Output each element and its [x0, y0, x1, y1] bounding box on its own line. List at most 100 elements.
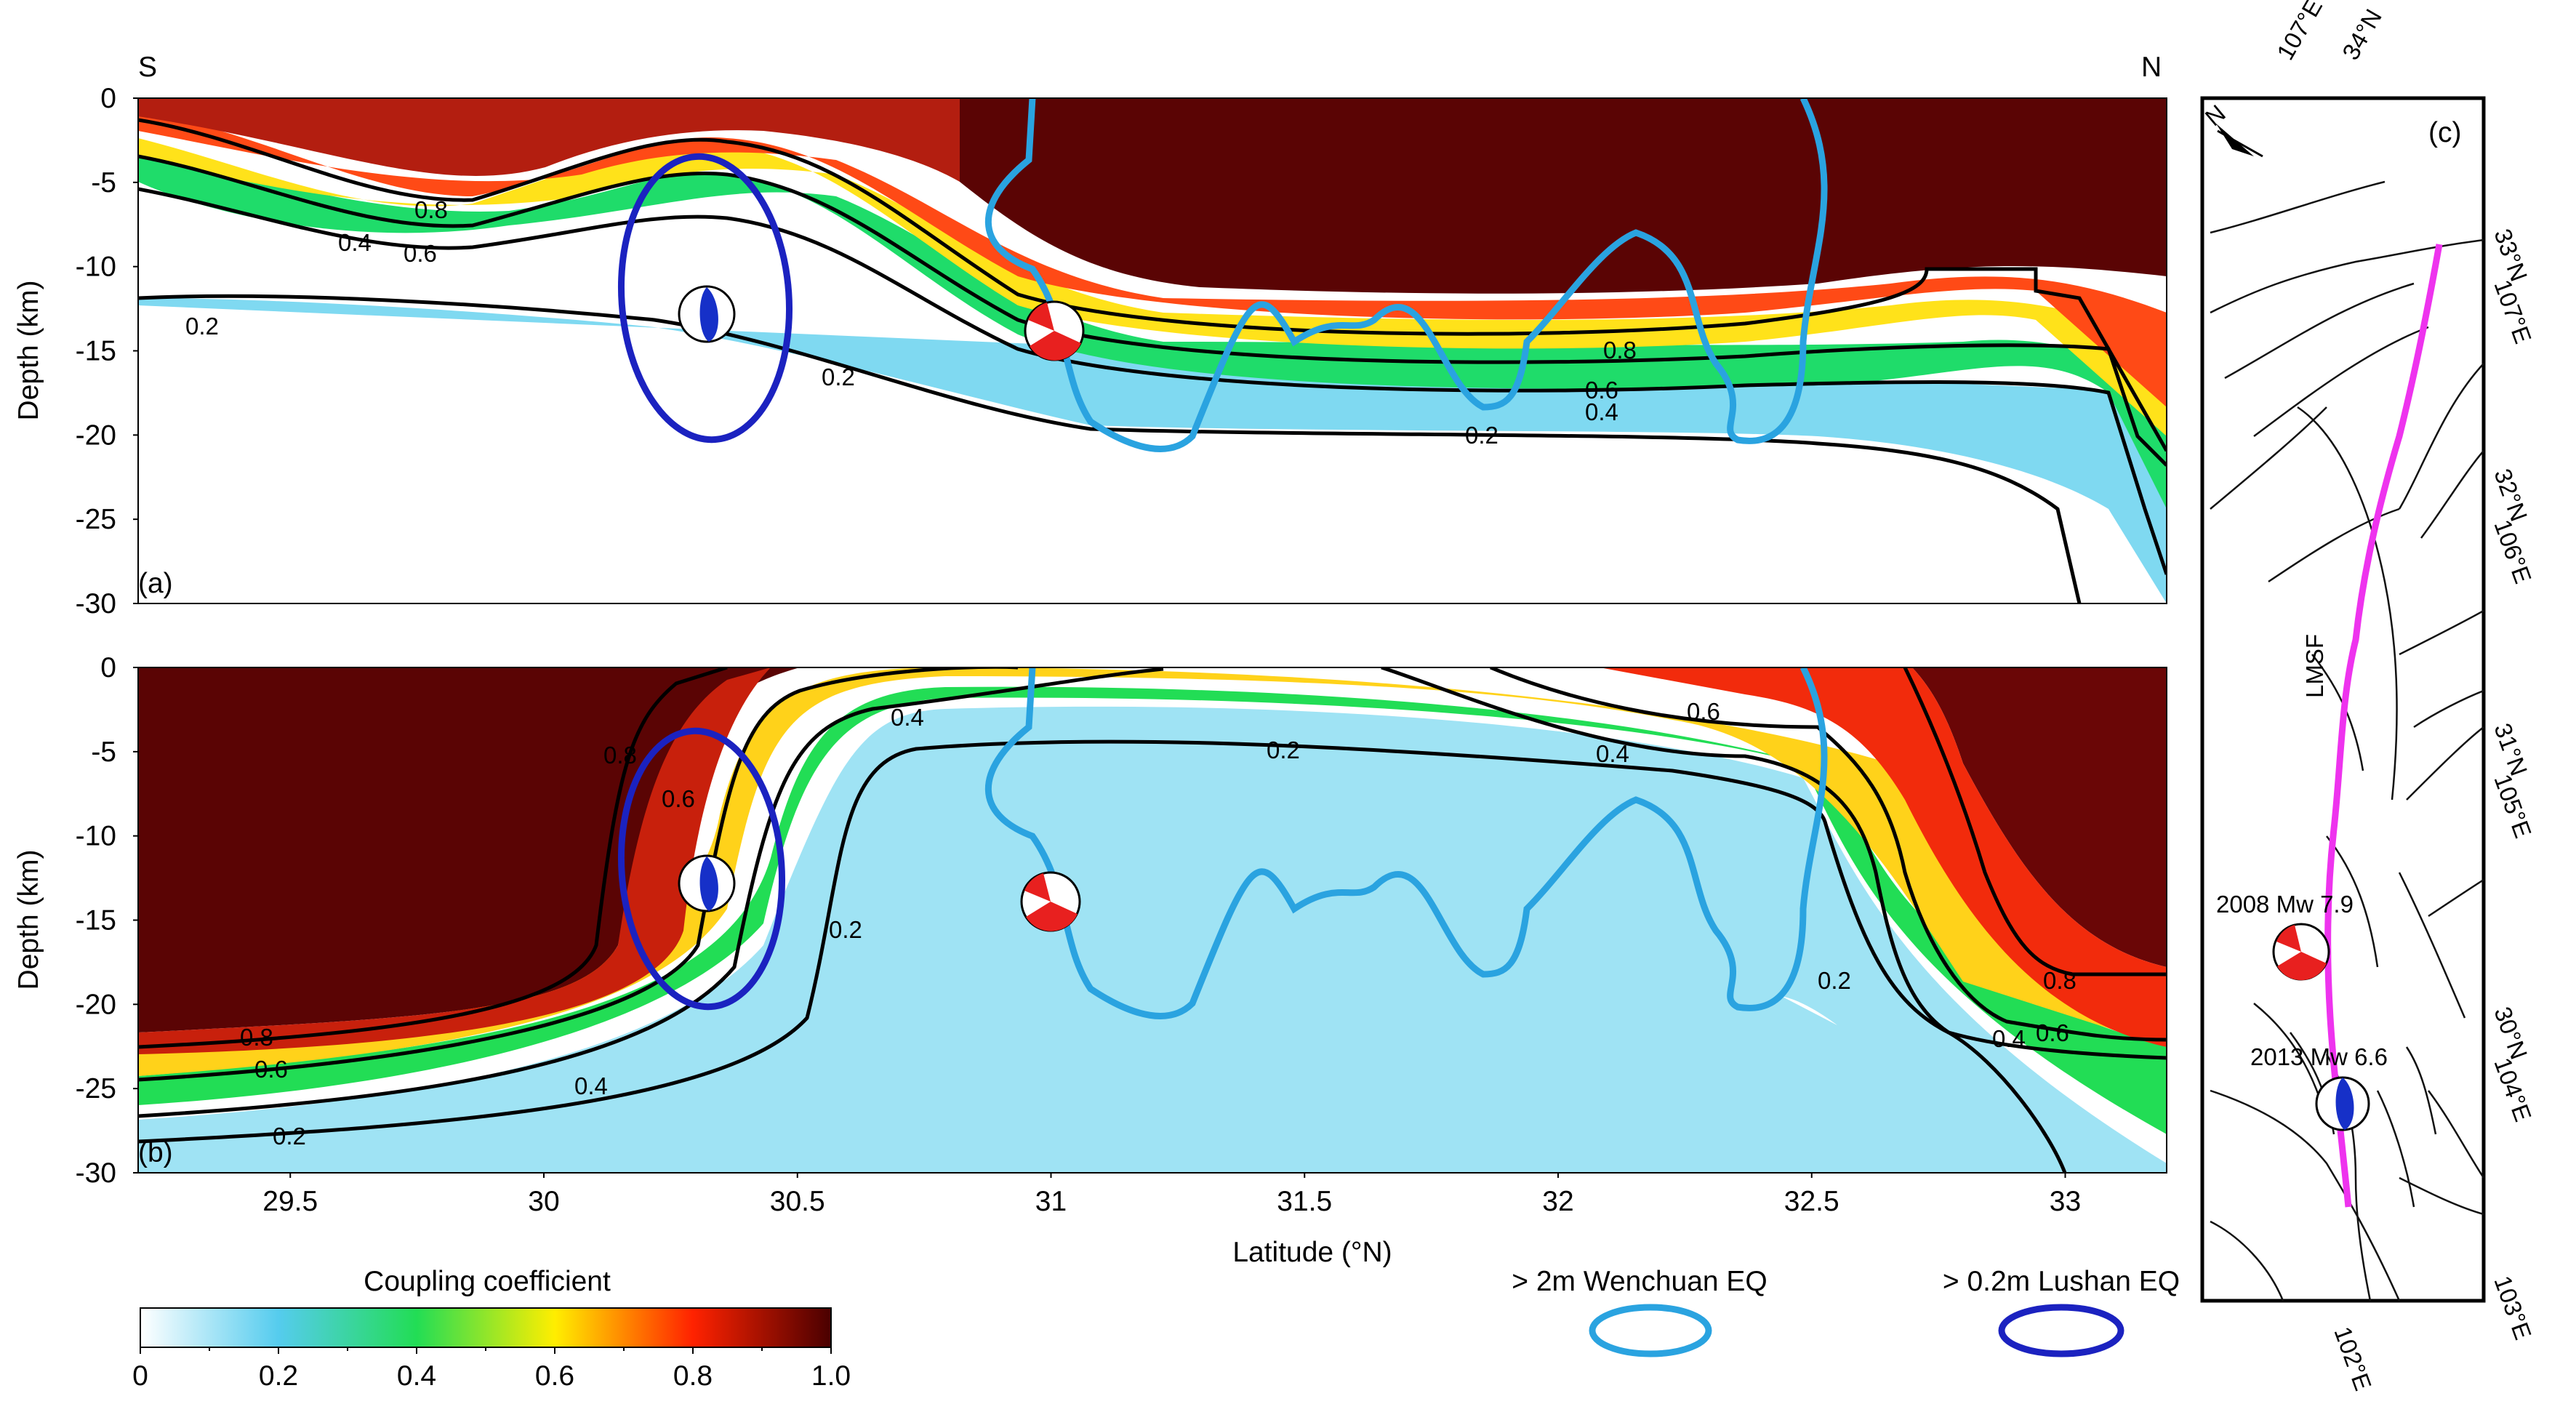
- panel-a-contour-0.4: [138, 187, 2167, 575]
- panel-a-ytick-label: -30: [76, 588, 116, 619]
- panel-b-xlabel: Latitude (°N): [1232, 1237, 1392, 1268]
- panel-b-beachball-2008: [1020, 871, 1081, 932]
- panel-b-ytick-label: -15: [76, 905, 116, 936]
- panel-b-label-0.8: 0.8: [240, 1024, 273, 1051]
- map-right-label: 103°E: [2489, 1272, 2537, 1343]
- panel-a-contour-0.8: [138, 118, 2167, 452]
- panel-b-band-dark-left: [138, 667, 800, 1032]
- legend-lushan-label: > 0.2m Lushan EQ: [1943, 1266, 2180, 1297]
- panel-a-label: (a): [138, 568, 173, 599]
- panel-a-contour-0.2: [138, 294, 2082, 603]
- panel-a-label-0.6b: 0.6: [1585, 377, 1618, 404]
- panel-a-label-0.2c: 0.2: [1465, 422, 1498, 449]
- panel-b-label-0.8-right: 0.8: [2043, 967, 2077, 994]
- panel-b-label-0.2-right: 0.2: [1818, 967, 1851, 994]
- panel-b-beachball-2013: [678, 854, 736, 912]
- colorbar-tick-label: 0.4: [397, 1360, 436, 1392]
- panel-a-beachball-2008: [1024, 300, 1085, 361]
- panel-a-label-0.2b: 0.2: [822, 364, 855, 390]
- panel-b-label-0.6: 0.6: [254, 1056, 288, 1083]
- panel-a-coupling-map: 0.8 0.6 0.4 0.2 0.2 0.2 0.4 0.6 0.8 (: [13, 52, 2167, 619]
- map-right-label: 107°E: [2489, 276, 2537, 347]
- panel-b-label-0.4: 0.4: [574, 1072, 608, 1099]
- colorbar-title: Coupling coefficient: [364, 1266, 611, 1297]
- map-right-label: 104°E: [2489, 1054, 2537, 1125]
- panel-b-lushan-outline: [617, 727, 786, 1011]
- map-right-label: 32°N: [2489, 465, 2532, 525]
- north-label: N: [2141, 52, 2162, 83]
- colorbar-tick-label: 0.8: [673, 1360, 713, 1392]
- colorbar-tick-label: 0.6: [535, 1360, 574, 1392]
- legend: > 2m Wenchuan EQ > 0.2m Lushan EQ: [1512, 1266, 2180, 1357]
- panel-a-contours: [138, 118, 2167, 603]
- map-top-label: 107°E: [2271, 0, 2327, 64]
- panel-b-band-dark-right: [1912, 667, 2167, 967]
- colorbar-ticks: 0 0.2 0.4 0.6 0.8 1.0: [132, 1347, 851, 1392]
- panel-a-ytick-label: -10: [76, 252, 116, 283]
- panel-b-xtick-label: 33: [2050, 1186, 2081, 1217]
- map-faults: [2210, 180, 2484, 1301]
- legend-wenchuan-swatch: [1589, 1304, 1712, 1357]
- map-bottom-label: 102°E: [2329, 1323, 2377, 1394]
- panel-b-xtick-label: 30: [528, 1186, 559, 1217]
- panel-a-label-0.8b: 0.8: [1603, 337, 1637, 364]
- panel-b-contour-0.8-left: [138, 667, 728, 1049]
- panel-b-contour-0.6-left: [138, 667, 1018, 1082]
- panel-b-y-ticks: 0 -5 -10 -15 -20 -25 -30: [76, 652, 138, 1189]
- panel-a-band-high: [960, 98, 2167, 294]
- colorbar-gradient: [140, 1307, 832, 1348]
- panel-a-beachball-2013: [678, 285, 736, 343]
- map-lmsf-fault: [2324, 244, 2443, 1208]
- panel-a-ylabel: Depth (km): [13, 281, 44, 421]
- panel-b-band-red-right: [1600, 667, 2167, 1047]
- panel-a-ytick-label: -25: [76, 504, 116, 535]
- panel-b-label-0.4-right: 0.4: [1596, 740, 1629, 767]
- panel-b-xtick-label: 32.5: [1784, 1186, 1839, 1217]
- colorbar: Coupling coefficient 0 0.2 0.4 0.6 0.8 1.0: [132, 1266, 851, 1392]
- panel-b-xtick-label: 30.5: [770, 1186, 825, 1217]
- panel-b-xtick-label: 32: [1542, 1186, 1573, 1217]
- panel-a-label-0.4: 0.4: [338, 229, 372, 256]
- panel-b-ylabel: Depth (km): [13, 850, 44, 990]
- panel-b-contour-0.4-right: [1381, 667, 2167, 1060]
- map-right-label: 33°N: [2489, 225, 2532, 285]
- map-right-label: 31°N: [2489, 720, 2532, 779]
- panel-b-label-0.6-left: 0.6: [662, 785, 695, 812]
- panel-a-label-0.6: 0.6: [404, 240, 437, 267]
- map-fault-label: LMSF: [2301, 634, 2328, 698]
- legend-wenchuan-label: > 2m Wenchuan EQ: [1512, 1266, 1768, 1297]
- panel-b-label-0.4-bottom: 0.4: [1992, 1025, 2026, 1052]
- panel-b-label-0.2: 0.2: [273, 1123, 306, 1150]
- panel-a-lushan-outline: [617, 153, 793, 444]
- panel-b-contour-0.6-right: [1490, 667, 2167, 1042]
- map-quake-2008-label: 2008 Mw 7.9: [2216, 891, 2354, 918]
- panel-b-ytick-label: -25: [76, 1073, 116, 1104]
- panel-b-ytick-label: -10: [76, 821, 116, 852]
- panel-b-ytick-label: -20: [76, 989, 116, 1020]
- panel-b-label-0.2-mid: 0.2: [829, 916, 862, 943]
- panel-b-label-0.6-right: 0.6: [1687, 698, 1720, 725]
- panel-a-ytick-label: -20: [76, 420, 116, 451]
- panel-a-band-dark-left: [138, 98, 960, 182]
- panel-a-wenchuan-outline: [984, 98, 1828, 452]
- panel-b-xtick-label: 29.5: [262, 1186, 318, 1217]
- panel-a-contour-0.6: [138, 154, 2167, 467]
- panel-a-ytick-label: -15: [76, 336, 116, 367]
- panel-b-label-0.2-top: 0.2: [1267, 737, 1300, 763]
- panel-b-contour-0.2: [138, 739, 2067, 1173]
- panel-b-contour-0.4-left: [138, 667, 1164, 1118]
- panel-b-ytick-label: -5: [91, 737, 116, 768]
- panel-b-band-red-left: [138, 667, 771, 1054]
- panel-a-label-0.8: 0.8: [414, 196, 448, 223]
- panel-a-label-0.2: 0.2: [185, 313, 219, 340]
- map-panel-label: (c): [2428, 117, 2461, 148]
- map-beachball-2008: [2272, 923, 2330, 981]
- panel-b-coupling-map: 0.8 0.6 0.4 0.2 0.8 0.6 0.4 0.2 0.2 0.4 …: [13, 652, 2167, 1268]
- map-top-label: 34°N: [2337, 4, 2387, 64]
- panel-b-label-0.6-bottom: 0.6: [2036, 1019, 2069, 1046]
- south-label: S: [138, 52, 157, 83]
- map-right-label: 105°E: [2489, 771, 2537, 841]
- legend-lushan-swatch: [1998, 1304, 2124, 1357]
- panel-a-y-ticks: 0 -5 -10 -15 -20 -25 -30: [76, 83, 138, 619]
